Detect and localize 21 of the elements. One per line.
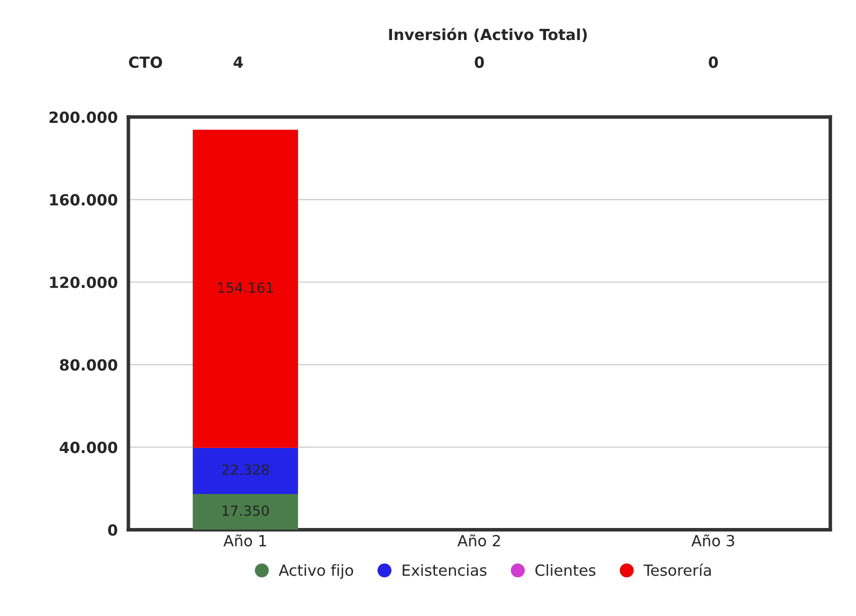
data-label: 17.350 [222,505,269,516]
y-tick-label: 120.000 [50,276,118,288]
legend-label: Existencias [402,564,486,576]
chart-title: Inversión (Activo Total) [389,28,587,42]
data-label: 154.161 [218,282,273,293]
text: 0 [474,56,484,68]
y-tick-label: 0 [108,524,118,536]
y-tick-label: 160.000 [50,194,118,206]
x-tick-label: Año 3 [691,534,734,546]
y-tick-label: 40.000 [60,442,118,454]
x-tick-label: Año 2 [457,534,500,546]
legend-label: Tesorería [643,564,711,576]
legend-label: Activo fijo [278,564,354,579]
y-tick-label: 80.000 [60,359,118,371]
x-tick-label: Año 1 [223,534,266,546]
text: 0 [708,56,718,68]
text: 4 [234,56,243,68]
data-label: 22.328 [222,464,269,475]
y-tick-label: 200.000 [50,112,118,124]
text: CTO [128,56,162,68]
legend-label: Clientes [535,564,596,576]
